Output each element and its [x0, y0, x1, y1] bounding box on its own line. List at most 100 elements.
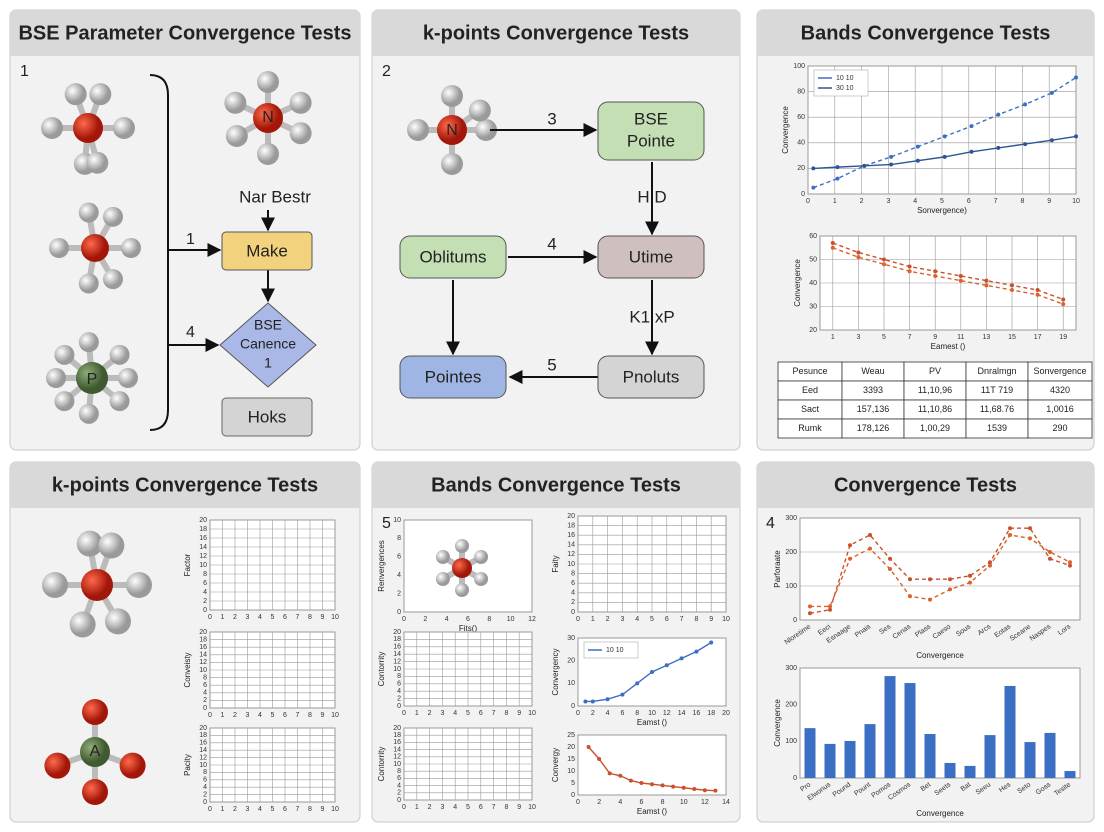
atom	[474, 550, 489, 564]
atom	[468, 99, 491, 122]
atom	[82, 699, 108, 725]
point	[915, 158, 920, 163]
x-tick-label: 2	[597, 799, 601, 806]
point	[811, 166, 816, 171]
x-tick-label: 2	[428, 710, 432, 717]
x-tick-label: 9	[709, 616, 713, 623]
x-tick-label: 0	[402, 616, 406, 623]
atom	[76, 362, 108, 394]
x-tick-label: 7	[680, 616, 684, 623]
x-tick-label: 14	[678, 710, 686, 717]
label: 4	[766, 515, 775, 532]
x-tick-label: 8	[1020, 198, 1024, 205]
legend-label: 10 10	[606, 647, 624, 654]
point	[1008, 533, 1012, 537]
y-tick-label: 20	[393, 629, 401, 636]
point	[1074, 75, 1078, 80]
x-tick-label: 7	[492, 804, 496, 811]
y-tick-label: 0	[793, 617, 797, 624]
table-cell-text: 11,68.76	[980, 404, 1014, 414]
y-tick-label: 14	[199, 747, 207, 754]
table-cell-text: 11,10,86	[918, 404, 952, 414]
point	[996, 145, 1001, 150]
y-tick-label: 300	[785, 515, 797, 522]
x-tick-label: 0	[208, 806, 212, 813]
x-tick-label: 0	[806, 198, 810, 205]
y-tick-label: 20	[809, 327, 817, 334]
x-tick-label: 3	[886, 198, 890, 205]
atom	[109, 344, 130, 365]
bar	[1024, 742, 1036, 778]
point	[830, 245, 835, 250]
y-tick-label: 12	[199, 659, 207, 666]
atom	[81, 569, 113, 601]
point	[933, 269, 938, 274]
y-tick-label: 100	[785, 583, 797, 590]
point	[664, 663, 669, 668]
bar	[824, 743, 836, 778]
atom	[407, 119, 429, 141]
label: Pnoluts	[623, 367, 680, 386]
x-tick-label: 18	[707, 710, 715, 717]
y-tick-label: 14	[199, 652, 207, 659]
atom	[78, 273, 99, 294]
point	[948, 587, 952, 592]
point	[835, 176, 840, 181]
series-line	[832, 247, 1064, 305]
x-tick-label: 15	[1008, 334, 1016, 341]
x-tick-label: 10	[507, 616, 515, 623]
y-tick-label: 18	[393, 636, 401, 643]
y-tick-label: 50	[809, 256, 817, 263]
y-tick-label: 5	[571, 780, 575, 787]
y-tick-label: 10	[393, 517, 401, 524]
table-cell-text: Rumk	[798, 423, 822, 433]
atom	[105, 608, 131, 635]
atom	[42, 572, 68, 598]
x-tick-label: 7	[296, 806, 300, 813]
point	[968, 580, 972, 585]
y-tick-label: 14	[393, 746, 401, 753]
x-tick-label: 5	[466, 710, 470, 717]
point	[1010, 288, 1014, 293]
y-tick-label: 12	[393, 658, 401, 665]
y-tick-label: 20	[199, 517, 207, 524]
bar	[804, 728, 816, 778]
label: 1	[186, 231, 195, 248]
x-tick-label: 10	[1072, 198, 1080, 205]
panel-header	[372, 10, 740, 56]
point	[835, 165, 840, 170]
x-tick-label: 10	[331, 614, 339, 621]
point	[650, 670, 654, 674]
x-tick-label: 1	[831, 334, 835, 341]
x-tick-label: 4	[258, 712, 262, 719]
label: 1	[264, 355, 272, 371]
y-axis-label: Convergence	[773, 699, 782, 747]
y-tick-label: 80	[797, 88, 805, 95]
label: Pointes	[425, 367, 482, 386]
y-axis-label: Conveisty	[183, 652, 192, 687]
y-tick-label: 6	[203, 682, 207, 689]
point	[828, 607, 832, 612]
point	[1061, 297, 1066, 302]
y-tick-label: 200	[785, 549, 797, 556]
x-tick-label: 1	[591, 616, 595, 623]
table-header: Pesunce	[792, 366, 827, 376]
point	[628, 778, 633, 783]
y-tick-label: 10	[199, 667, 207, 674]
y-tick-label: 16	[567, 532, 575, 539]
panel-header	[372, 462, 740, 508]
point	[828, 604, 832, 609]
x-tick-label: Bat	[960, 781, 973, 793]
x-tick-label: 7	[994, 198, 998, 205]
atom	[103, 206, 123, 227]
x-axis-label: Eamst ()	[637, 718, 668, 727]
point	[1023, 102, 1028, 107]
y-tick-label: 0	[801, 191, 805, 198]
atom	[113, 117, 135, 139]
point	[709, 640, 714, 645]
point	[958, 278, 963, 283]
y-tick-label: 14	[567, 542, 575, 549]
point	[605, 697, 610, 702]
x-tick-label: 4	[453, 710, 457, 717]
x-axis-label: Eamst ()	[637, 807, 668, 816]
